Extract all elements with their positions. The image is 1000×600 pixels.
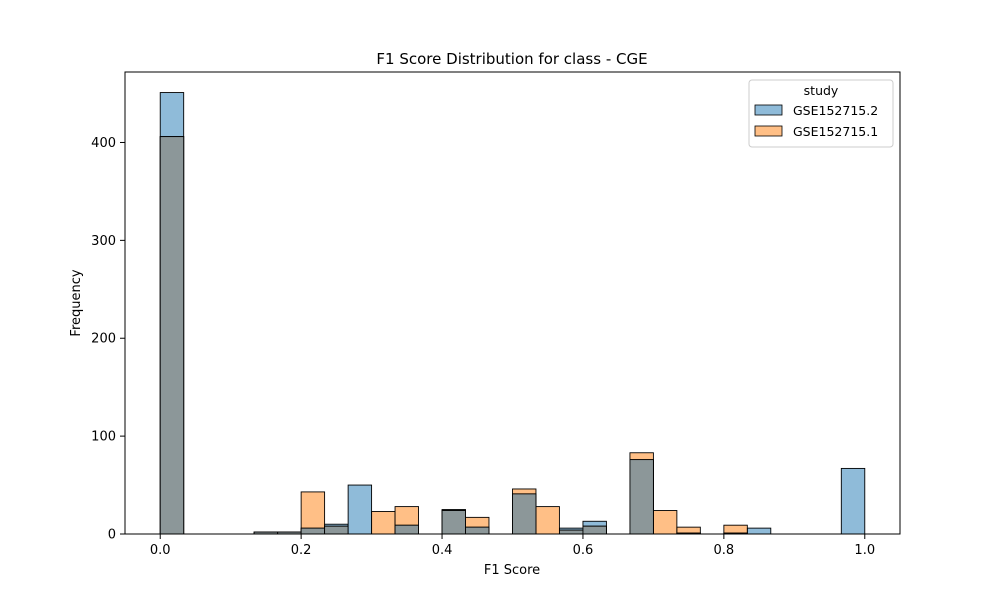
legend-label-gse152715-2: GSE152715.2: [793, 103, 878, 118]
legend-title: study: [804, 83, 839, 98]
bar-overlap: [394, 524, 419, 535]
plot-area: [159, 92, 866, 535]
legend: study GSE152715.2 GSE152715.1: [748, 79, 894, 148]
y-tick-label: 0: [108, 528, 116, 543]
y-tick-label: 300: [91, 234, 116, 249]
bar-gse152715-2: [347, 484, 373, 535]
legend-frame: [748, 79, 894, 148]
x-tick-label: 0.2: [291, 543, 312, 558]
x-axis-label: F1 Score: [484, 563, 540, 578]
bar-overlap: [441, 510, 466, 535]
bar-overlap: [300, 527, 326, 535]
x-tick-label: 0.0: [150, 543, 171, 558]
bar-gse152715-1: [652, 510, 678, 535]
bar-overlap: [559, 529, 584, 535]
x-tick-label: 1.0: [854, 543, 875, 558]
y-tick-label: 400: [91, 136, 116, 151]
chart-title: F1 Score Distribution for class - CGE: [376, 50, 647, 68]
bar-gse152715-1: [371, 511, 396, 535]
y-tick-label: 100: [91, 430, 116, 445]
axes-frame: [124, 71, 901, 535]
bar-overlap: [465, 526, 490, 535]
x-tick-label: 0.6: [573, 543, 594, 558]
legend-swatch-gse152715-2: [754, 104, 783, 116]
y-axis-label: Frequency: [69, 269, 84, 336]
bar-gse152715-2: [840, 467, 866, 535]
bar-overlap: [582, 525, 607, 535]
bar-overlap: [629, 459, 654, 535]
legend-swatch-gse152715-1: [754, 125, 783, 137]
bar-gse152715-1: [535, 506, 560, 535]
y-tick-label: 200: [91, 332, 116, 347]
x-tick-label: 0.8: [714, 543, 735, 558]
bar-overlap: [512, 493, 537, 535]
bar-gse152715-2: [746, 527, 772, 535]
x-tick-label: 0.4: [432, 543, 453, 558]
legend-label-gse152715-1: GSE152715.1: [793, 124, 878, 139]
bar-overlap: [159, 136, 185, 535]
axes: 0.0 0.2 0.4 0.6 0.8 1.0 0 100 200 300 400: [91, 71, 901, 558]
bar-overlap: [324, 525, 349, 535]
